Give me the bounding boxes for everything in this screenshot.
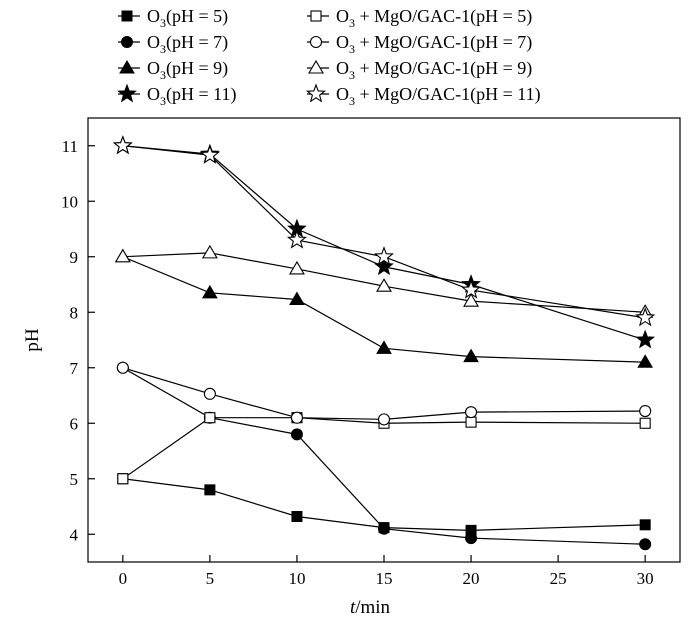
x-tick-label: 25: [550, 569, 567, 588]
series-line: [122, 145, 646, 341]
data-point: [461, 279, 482, 299]
legend-marker: [308, 59, 324, 74]
data-point: [288, 260, 305, 275]
legend-item: O3(pH = 5): [118, 6, 228, 30]
legend-label: O3 + MgO/GAC-1(pH = 9): [336, 58, 532, 82]
x-tick-label: 20: [463, 569, 480, 588]
x-tick-label: 15: [376, 569, 393, 588]
series-6: [116, 361, 652, 426]
legend-item: O3 + MgO/GAC-1(pH = 7): [307, 32, 532, 56]
data-point: [203, 387, 216, 400]
legend-item: O3 + MgO/GAC-1(pH = 9): [307, 58, 532, 82]
plot-frame: [87, 117, 681, 563]
series-line: [122, 367, 646, 545]
data-point: [639, 519, 651, 531]
x-axis-title: t/min: [350, 597, 391, 618]
legend-item: O3(pH = 11): [117, 83, 236, 108]
data-point: [463, 293, 480, 307]
data-point: [635, 329, 656, 349]
legend-marker: [121, 10, 133, 22]
data-point: [377, 413, 391, 426]
data-point: [376, 340, 392, 354]
data-point: [112, 135, 133, 155]
y-axis-title: pH: [22, 328, 43, 352]
legend-marker: [305, 83, 327, 103]
series-3: [114, 248, 654, 368]
x-tick-label: 10: [288, 569, 305, 588]
series-line: [122, 145, 646, 319]
series-line: [122, 252, 646, 313]
series-8: [112, 135, 656, 327]
series-4: [112, 135, 656, 349]
y-tick-label: 4: [70, 525, 79, 544]
series-line: [122, 478, 646, 531]
y-tick-label: 8: [70, 303, 79, 322]
data-point: [202, 284, 218, 299]
y-tick-label: 10: [61, 192, 78, 211]
x-tick-label: 0: [119, 569, 128, 588]
series-group: [112, 135, 656, 551]
data-point: [373, 246, 395, 266]
y-tick-label: 9: [70, 248, 79, 267]
y-tick-label: 5: [70, 470, 79, 489]
legend-item: O3 + MgO/GAC-1(pH = 5): [307, 6, 532, 30]
data-point: [465, 416, 477, 428]
y-tick-label: 11: [62, 137, 78, 156]
data-point: [290, 428, 303, 441]
legend-label: O3(pH = 11): [147, 84, 236, 108]
legend-item: O3(pH = 7): [118, 32, 228, 56]
legend-marker: [117, 83, 137, 103]
y-tick-label: 6: [70, 414, 79, 433]
data-point: [378, 522, 390, 535]
legend-marker: [310, 10, 322, 22]
series-line: [122, 256, 646, 363]
data-point: [639, 404, 652, 418]
axis-ticks: 0 5 10 15 20 25 30 4 5 6 7 8 9 10 11: [61, 137, 654, 588]
series-line: [122, 417, 646, 480]
data-point: [114, 248, 131, 263]
data-point: [463, 348, 479, 363]
data-point: [465, 532, 478, 545]
data-point: [201, 244, 218, 259]
legend-item: O3 + MgO/GAC-1(pH = 11): [305, 83, 541, 108]
data-point: [374, 256, 394, 276]
legend-label: O3(pH = 5): [147, 6, 228, 30]
data-point: [204, 484, 216, 496]
legend-marker: [119, 60, 135, 74]
legend-label: O3(pH = 9): [147, 58, 228, 82]
data-point: [289, 291, 305, 305]
data-point: [376, 278, 392, 292]
data-point: [286, 229, 307, 249]
legend-label: O3 + MgO/GAC-1(pH = 7): [336, 32, 532, 56]
data-point: [116, 361, 129, 374]
data-point: [199, 144, 220, 164]
x-tick-label: 5: [206, 569, 215, 588]
legend-label: O3 + MgO/GAC-1(pH = 5): [336, 6, 532, 30]
data-point: [291, 510, 303, 522]
y-tick-label: 7: [70, 359, 79, 378]
legend-label: O3 + MgO/GAC-1(pH = 11): [336, 84, 541, 108]
data-point: [637, 354, 654, 368]
data-point: [204, 412, 216, 424]
x-tick-label: 30: [637, 569, 654, 588]
data-point: [117, 473, 129, 485]
legend: O3(pH = 5)O3(pH = 7)O3(pH = 9)O3(pH = 11…: [117, 6, 541, 108]
series-line: [122, 367, 646, 420]
data-point: [290, 411, 303, 424]
legend-item: O3(pH = 9): [118, 58, 228, 82]
legend-label: O3(pH = 7): [147, 32, 228, 56]
data-point: [465, 406, 478, 419]
legend-marker: [121, 36, 133, 48]
data-point: [639, 417, 651, 429]
legend-marker: [309, 35, 323, 49]
data-point: [635, 307, 656, 327]
data-point: [639, 538, 652, 551]
